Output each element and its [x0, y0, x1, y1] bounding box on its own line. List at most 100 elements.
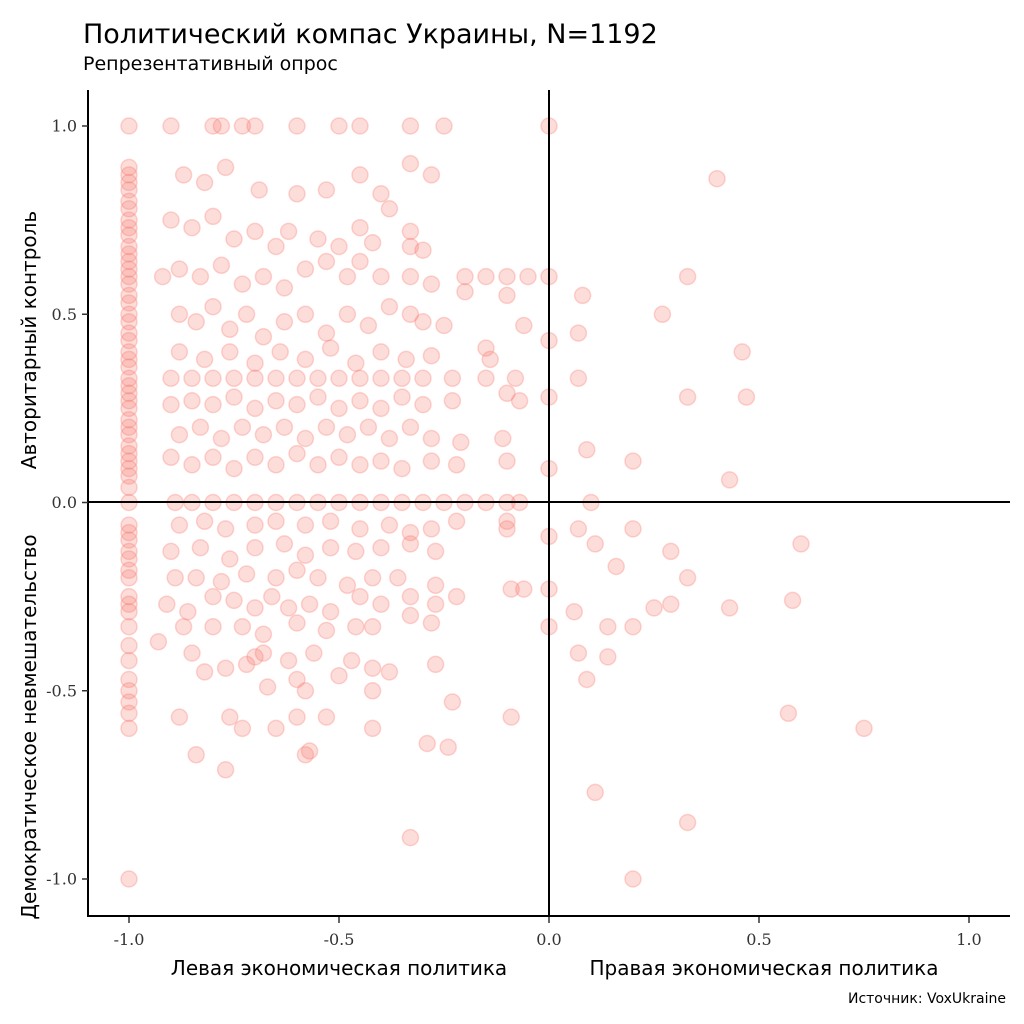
data-point: [351, 392, 369, 410]
data-point: [321, 512, 340, 531]
data-point: [372, 343, 390, 361]
data-point: [783, 591, 802, 610]
data-point: [254, 644, 273, 662]
data-point: [288, 444, 306, 463]
data-point: [624, 617, 642, 636]
data-point: [237, 655, 256, 674]
data-point: [170, 708, 189, 726]
data-point: [183, 644, 201, 662]
data-point: [191, 418, 210, 436]
data-point: [578, 441, 596, 459]
data-point: [225, 230, 243, 248]
data-point: [254, 328, 273, 346]
data-point: [120, 704, 138, 723]
data-point: [498, 520, 516, 538]
data-point: [401, 305, 420, 324]
data-point: [653, 305, 672, 324]
data-point: [720, 599, 739, 617]
data-point: [279, 222, 298, 241]
data-point: [120, 384, 138, 403]
data-point: [569, 324, 588, 342]
data-point: [351, 587, 369, 606]
data-point: [380, 297, 399, 316]
data-point: [372, 185, 390, 203]
data-point: [401, 154, 420, 173]
x-tick-label: 0.0: [536, 930, 561, 949]
data-point: [120, 399, 138, 418]
data-point: [515, 580, 533, 598]
data-point: [393, 369, 411, 388]
data-point: [162, 448, 180, 467]
data-point: [288, 369, 306, 388]
data-point: [221, 550, 239, 568]
x-tick-label: -0.5: [324, 930, 355, 949]
data-point: [237, 565, 256, 583]
data-point: [120, 561, 138, 580]
data-point: [317, 708, 336, 726]
x-tick-label: 0.5: [746, 930, 771, 949]
data-point: [418, 734, 436, 753]
data-point: [221, 320, 239, 339]
data-point: [477, 369, 495, 388]
data-point: [351, 369, 369, 388]
data-point: [338, 576, 357, 595]
data-point: [363, 682, 382, 700]
data-point: [288, 561, 306, 580]
data-point: [275, 313, 294, 331]
source-caption: Источник: VoxUkraine: [848, 991, 1006, 1007]
data-point: [267, 719, 285, 738]
data-point: [288, 708, 306, 726]
data-point: [422, 614, 441, 632]
data-point: [401, 606, 420, 625]
data-point: [779, 704, 798, 723]
data-point: [254, 425, 273, 444]
data-point: [599, 648, 617, 666]
data-point: [120, 331, 138, 350]
data-point: [170, 343, 189, 361]
data-point: [569, 644, 588, 662]
y-tick-label: 0.5: [52, 305, 77, 324]
data-point: [607, 557, 625, 576]
data-point: [363, 659, 382, 677]
data-point: [250, 181, 268, 199]
data-point: [120, 682, 138, 700]
data-point: [317, 418, 336, 436]
data-point: [330, 117, 348, 135]
data-point: [233, 117, 252, 135]
data-point: [565, 602, 583, 621]
data-point: [120, 252, 138, 271]
data-point: [330, 448, 348, 467]
data-point: [195, 173, 214, 192]
data-point: [170, 260, 189, 278]
data-point: [624, 520, 642, 538]
data-point: [120, 392, 138, 410]
data-point: [662, 542, 680, 561]
data-point: [120, 200, 138, 218]
data-point: [351, 520, 369, 538]
data-point: [447, 512, 466, 531]
data-point: [233, 719, 252, 738]
data-point: [733, 343, 751, 361]
data-point: [351, 117, 369, 135]
data-point: [393, 459, 411, 478]
data-point: [162, 211, 180, 229]
data-point: [296, 546, 315, 564]
data-point: [187, 746, 205, 764]
data-point: [204, 297, 222, 316]
data-point: [414, 369, 432, 388]
x-tick-label: 1.0: [956, 930, 981, 949]
data-point: [288, 614, 306, 632]
data-point: [422, 429, 441, 448]
data-point: [422, 520, 441, 538]
data-point: [162, 369, 180, 388]
data-point: [237, 305, 256, 324]
data-point: [351, 218, 369, 237]
data-point: [720, 471, 739, 489]
data-point: [578, 670, 596, 689]
data-point: [519, 267, 537, 286]
data-point: [372, 538, 390, 557]
data-point: [317, 621, 336, 640]
data-point: [187, 569, 205, 587]
data-point: [321, 538, 340, 557]
